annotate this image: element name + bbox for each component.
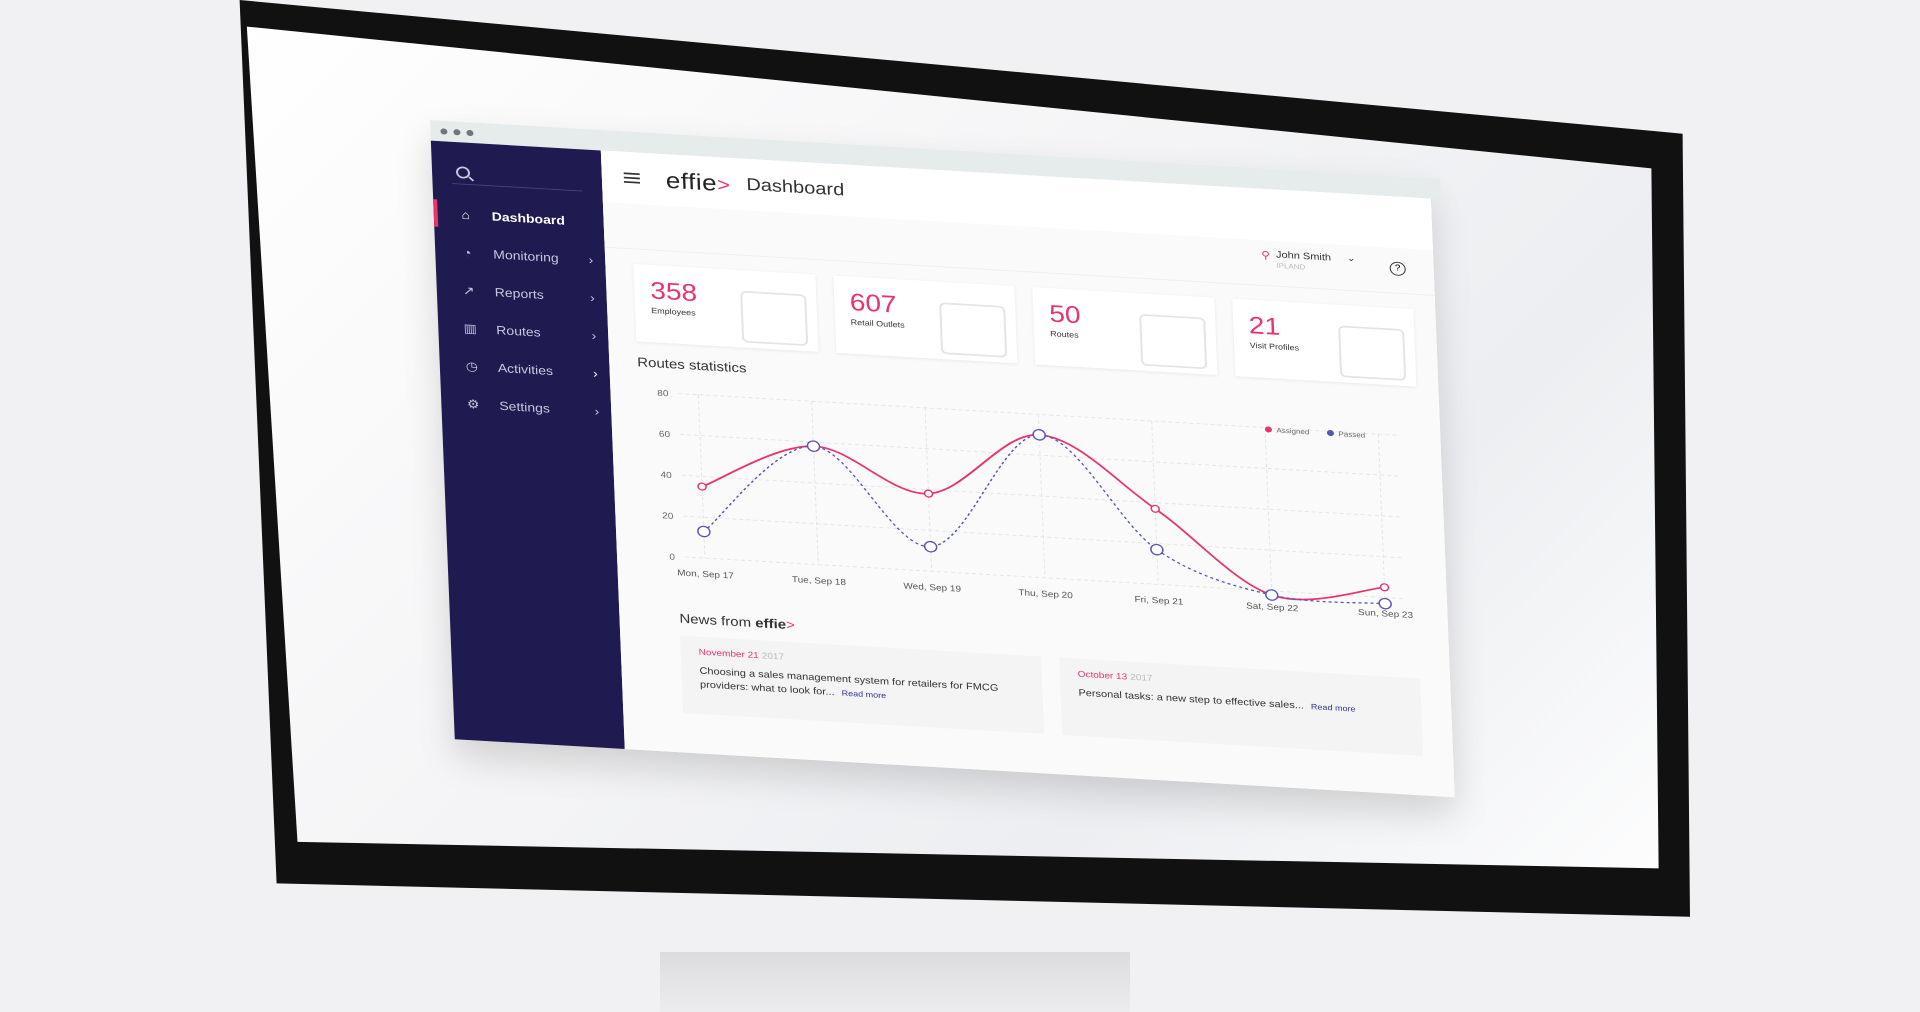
help-icon[interactable]: ? [1389,261,1406,277]
news-text: Personal tasks: a new step to effective … [1078,687,1305,712]
pie-chart-icon: ◔ [462,245,472,260]
main-content: effie> Dashboard ⚲ John Smith IPLAND ⌄ ?… [600,150,1455,798]
user-org: IPLAND [1276,261,1306,272]
data-point-passed [1378,597,1392,610]
data-point-passed [1265,589,1279,601]
sidebar-item-label: Activities [497,360,554,378]
sidebar-search[interactable] [451,160,583,192]
grid-line [697,394,706,559]
user-icon: ⚲ [1261,248,1271,262]
data-point-assigned [923,489,934,498]
data-point-passed [806,440,821,453]
sidebar-item-label: Reports [494,285,545,302]
legend-marker [1326,430,1334,437]
chevron-down-icon[interactable]: ⌄ [1346,253,1356,264]
x-tick-label: Sun, Sep 23 [1358,607,1413,619]
news-title: News from effie> [679,611,796,633]
y-tick-label: 80 [657,388,668,398]
y-tick-label: 0 [669,552,675,562]
x-tick-label: Fri, Sep 21 [1134,595,1183,607]
chevron-right-icon: › [591,328,597,343]
window-dot[interactable] [466,129,474,136]
news-year: 2017 [761,651,785,663]
sidebar: ⌂ Dashboard ◔ Monitoring › ↗ Reports › ▥… [430,140,625,750]
data-point-assigned [1150,504,1160,513]
stat-card-retail-outlets[interactable]: 607 Retail Outlets [832,275,1018,364]
x-tick-label: Mon, Sep 17 [677,568,734,580]
menu-icon[interactable] [623,170,641,186]
routes-chart: 0 20 40 60 80 Mon, Sep 17 Tue, Sep 18 Wed, Sep … [657,388,1413,620]
trending-up-icon: ↗ [462,283,475,298]
sidebar-item-label: Routes [495,322,541,340]
y-tick-label: 60 [659,429,670,439]
y-tick-label: 20 [662,511,673,521]
legend-label: Assigned [1276,426,1309,436]
x-tick-label: Tue, Sep 18 [792,575,846,587]
gear-icon: ⚙ [466,396,480,412]
sidebar-item-label: Dashboard [491,209,566,228]
data-point-passed [697,525,711,538]
chevron-right-icon: › [589,290,596,305]
app-window: ⌂ Dashboard ◔ Monitoring › ↗ Reports › ▥… [430,120,1455,798]
routes-statistics-title: Routes statistics [636,355,747,377]
news-date: October 13 [1077,669,1128,683]
x-tick-label: Sat, Sep 22 [1246,601,1299,613]
monitor-stand [660,952,1130,1012]
chevron-right-icon: › [588,252,594,267]
grid-line [1037,414,1046,578]
stat-card-visit-profiles[interactable]: 21 Visit Profiles [1231,298,1417,387]
window-dot[interactable] [440,127,448,135]
x-tick-label: Wed, Sep 19 [903,581,961,594]
data-point-passed [923,540,938,553]
news-card[interactable]: November 21 2017 Choosing a sales manage… [680,635,1045,734]
search-icon[interactable] [455,166,471,179]
sidebar-item-label: Settings [499,398,551,416]
grid-line [1264,427,1273,591]
read-more-link[interactable]: Read more [841,688,887,700]
chevron-right-icon: › [592,366,599,381]
route-pin-icon [1138,313,1207,370]
page-title: Dashboard [746,174,845,200]
legend-label: Passed [1338,430,1365,440]
news-list: November 21 2017 Choosing a sales manage… [680,635,1424,756]
chevron-right-icon: › [594,404,600,419]
user-name: John Smith [1275,249,1332,264]
stat-card-routes[interactable]: 50 Routes [1032,287,1217,375]
home-icon: ⌂ [461,207,471,222]
data-point-assigned [697,482,707,491]
clipboard-icon [1338,325,1407,381]
legend-marker [1264,426,1272,433]
sidebar-item-label: Monitoring [492,247,559,265]
grid-line [680,433,1401,477]
data-point-assigned [1379,583,1390,592]
grid-line [811,401,819,565]
data-point-passed [1032,429,1046,441]
data-point-passed [1150,543,1164,556]
grid-line [1151,420,1159,585]
stat-card-employees[interactable]: 358 Employees [633,263,818,352]
x-tick-label: Thu, Sep 20 [1018,588,1073,600]
y-tick-label: 40 [660,470,671,480]
news-year: 2017 [1130,672,1153,684]
clock-icon: ◷ [465,358,479,374]
user-menu[interactable]: ⚲ John Smith IPLAND ⌄ [1261,249,1356,274]
store-icon [939,302,1008,358]
news-date: November 21 [698,647,759,661]
news-card[interactable]: October 13 2017 Personal tasks: a new st… [1059,657,1424,756]
read-more-link[interactable]: Read more [1310,702,1356,714]
window-dot[interactable] [453,128,461,136]
app-logo[interactable]: effie> [665,166,731,196]
app-window-wrapper: ⌂ Dashboard ◔ Monitoring › ↗ Reports › ▥… [430,120,1550,880]
map-icon: ▥ [463,320,478,336]
sidebar-nav: ⌂ Dashboard ◔ Monitoring › ↗ Reports › ▥… [433,194,612,431]
people-icon [739,290,808,347]
